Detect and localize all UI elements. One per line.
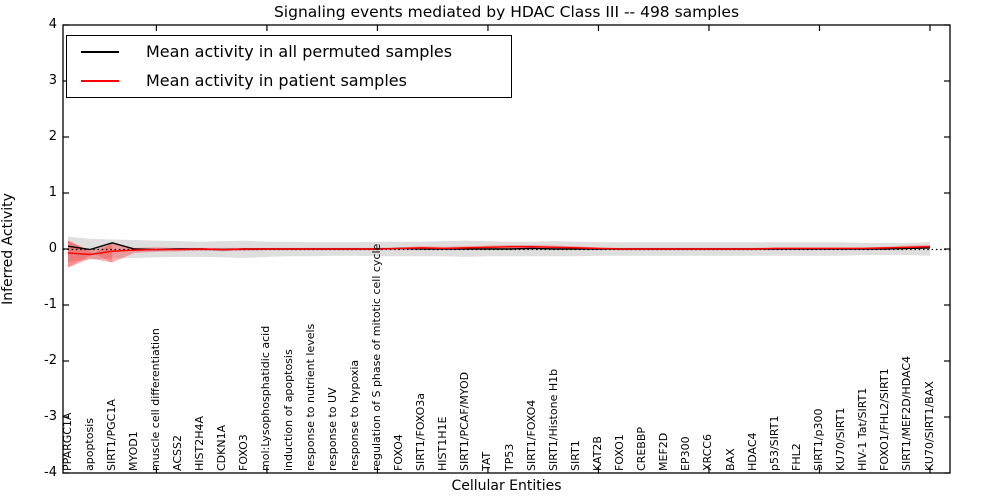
x-tick-label: FOXO4	[392, 434, 406, 471]
x-tick-label: MYOD1	[126, 431, 140, 471]
x-tick-label: response to nutrient levels	[303, 323, 317, 471]
patient-mean-line	[67, 246, 931, 256]
x-tick-label: XRCC6	[701, 434, 715, 471]
patient-sample-range-band	[68, 240, 930, 268]
x-tick-label: FHL2	[789, 443, 803, 471]
x-tick-label: FOXO1/FHL2/SIRT1	[878, 368, 892, 471]
y-axis-label: Inferred Activity	[0, 193, 16, 305]
legend-item-permuted: Mean activity in all permuted samples	[81, 42, 511, 62]
permuted-line-swatch	[81, 51, 119, 54]
x-tick-label: SIRT1/Histone H1b	[546, 368, 560, 471]
x-tick-label: TP53	[502, 443, 516, 471]
y-tick-label: 1	[48, 185, 57, 200]
y-tick-label: -3	[44, 409, 57, 424]
x-tick-label: FOXO3	[237, 434, 251, 471]
y-tick-label: 2	[48, 129, 57, 144]
x-tick-label: ACSS2	[171, 435, 184, 471]
x-tick-label: SIRT1/PGC1A	[104, 399, 118, 471]
x-tick-label: induction of apoptosis	[281, 349, 295, 471]
x-tick-label: HIST1H1E	[436, 416, 450, 471]
x-tick-label: SIRT1/FOXO4	[524, 399, 538, 471]
x-tick-label: EP300	[679, 436, 693, 471]
x-tick-label: MEF2D	[657, 432, 671, 471]
chart-title: Signaling events mediated by HDAC Class …	[273, 3, 740, 21]
y-tick-label: 4	[48, 17, 57, 32]
x-tick-label: FOXO1	[613, 434, 627, 471]
x-tick-label: TAT	[480, 451, 494, 471]
y-tick-label: -4	[44, 465, 57, 480]
x-tick-label: muscle cell differentiation	[148, 328, 162, 471]
x-tick-label: SIRT1	[568, 440, 582, 471]
y-tick-label: 3	[48, 73, 57, 88]
x-tick-label: HIST2H4A	[193, 415, 207, 471]
legend-label-permuted: Mean activity in all permuted samples	[146, 42, 453, 62]
x-tick-label: mol:Lysophosphatidic acid	[259, 325, 273, 471]
x-tick-label: SIRT1/FOXO3a	[414, 392, 428, 471]
x-tick-label: HIV-1 Tat/SIRT1	[856, 387, 870, 471]
x-tick-label: p53/SIRT1	[767, 415, 781, 471]
x-tick-label: CREBBP	[635, 427, 649, 471]
x-tick-label: HDAC4	[745, 432, 759, 471]
x-tick-label: apoptosis	[82, 418, 96, 471]
x-tick-label: SIRT1/PCAF/MYOD	[458, 371, 472, 471]
legend-item-patient: Mean activity in patient samples	[81, 71, 511, 91]
x-tick-label: response to UV	[325, 387, 339, 471]
legend-label-patient: Mean activity in patient samples	[146, 70, 407, 90]
legend: Mean activity in all permuted samples Me…	[66, 35, 512, 98]
x-tick-label: KAT2B	[590, 436, 604, 471]
y-tick-label: 0	[48, 241, 57, 256]
x-tick-label: SIRT1/MEF2D/HDAC4	[900, 356, 914, 471]
x-tick-label: SIRT1/p300	[811, 408, 825, 471]
x-tick-label: BAX	[723, 448, 737, 471]
x-tick-label: KU70/SIRT1	[834, 407, 848, 471]
y-tick-label: -1	[44, 297, 57, 312]
x-axis-label: Cellular Entities	[451, 478, 562, 494]
x-tick-label: CDKN1A	[215, 424, 229, 471]
x-tick-label: PPARGC1A	[60, 412, 74, 471]
y-tick-label: -2	[44, 353, 57, 368]
x-tick-label: regulation of S phase of mitotic cell cy…	[369, 243, 383, 471]
patient-line-swatch	[81, 79, 119, 82]
x-tick-label: KU70/SIRT1/BAX	[922, 381, 936, 471]
x-tick-label: response to hypoxia	[347, 359, 361, 471]
